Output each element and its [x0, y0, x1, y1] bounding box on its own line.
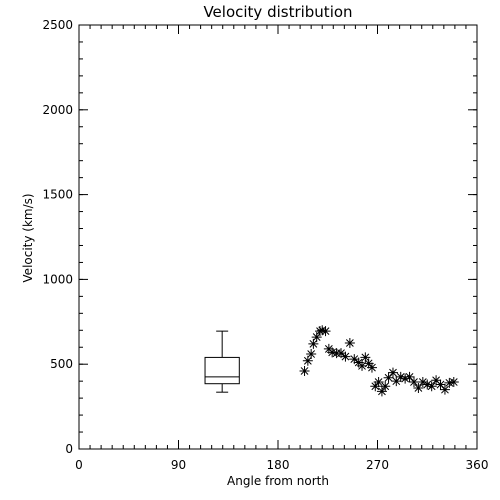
data-point [422, 379, 433, 390]
y-tick-label: 2000 [42, 103, 73, 117]
x-tick-label: 90 [171, 458, 186, 472]
data-point [302, 355, 313, 366]
data-point [387, 367, 398, 378]
y-tick-label: 1500 [42, 188, 73, 202]
chart-title: Velocity distribution [203, 3, 352, 21]
box-plot [204, 330, 240, 393]
data-point [435, 379, 446, 390]
box-iqr [204, 356, 240, 385]
data-point [439, 384, 450, 395]
x-tick-label: 270 [366, 458, 389, 472]
data-point [391, 376, 402, 387]
data-point [340, 351, 351, 362]
data-point [444, 377, 455, 388]
axis-ticks [78, 24, 478, 450]
y-tick-label: 2500 [42, 18, 73, 32]
x-tick-label: 180 [267, 458, 290, 472]
data-point [383, 372, 394, 383]
data-point [306, 349, 317, 360]
data-point [380, 381, 391, 392]
y-tick-label: 0 [65, 442, 73, 456]
data-point [336, 348, 347, 359]
data-point [373, 377, 384, 388]
scatter-points [299, 325, 459, 397]
data-point [413, 382, 424, 393]
data-point [376, 386, 387, 397]
data-point [417, 377, 428, 388]
data-point [431, 375, 442, 386]
data-point [448, 377, 459, 388]
data-point [315, 326, 326, 337]
data-point [317, 325, 328, 336]
x-axis-label: Angle from north [227, 474, 329, 488]
data-point [360, 352, 371, 363]
data-point [357, 360, 368, 371]
data-point [366, 362, 377, 373]
y-tick-label: 1000 [42, 272, 73, 286]
data-point [311, 332, 322, 343]
x-tick-label: 0 [75, 458, 83, 472]
data-point [308, 338, 319, 349]
data-point [299, 365, 310, 376]
data-point [327, 347, 338, 358]
axis-tick-labels: 0 90 180 270 360 0 500 1000 1500 2000 2500 [42, 18, 488, 472]
data-point [408, 377, 419, 388]
data-point [370, 381, 381, 392]
data-point [400, 373, 411, 384]
data-point [363, 358, 374, 369]
data-point [320, 326, 331, 337]
data-point [426, 381, 437, 392]
data-point [404, 371, 415, 382]
x-tick-label: 360 [466, 458, 489, 472]
data-point [344, 338, 355, 348]
data-point [395, 371, 406, 382]
y-tick-label: 500 [50, 357, 73, 371]
data-point [349, 354, 360, 365]
y-axis-label: Velocity (km/s) [21, 193, 35, 282]
